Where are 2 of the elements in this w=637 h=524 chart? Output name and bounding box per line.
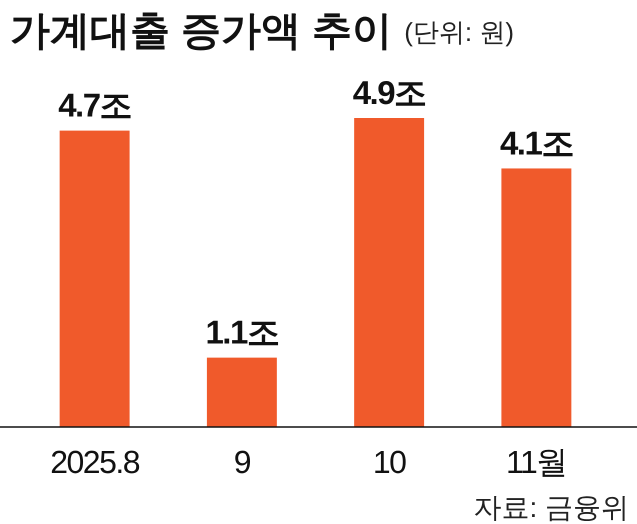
subtitle: (단위: 원) <box>404 17 514 47</box>
title: 가계대출 증가액 추이 <box>10 9 392 53</box>
